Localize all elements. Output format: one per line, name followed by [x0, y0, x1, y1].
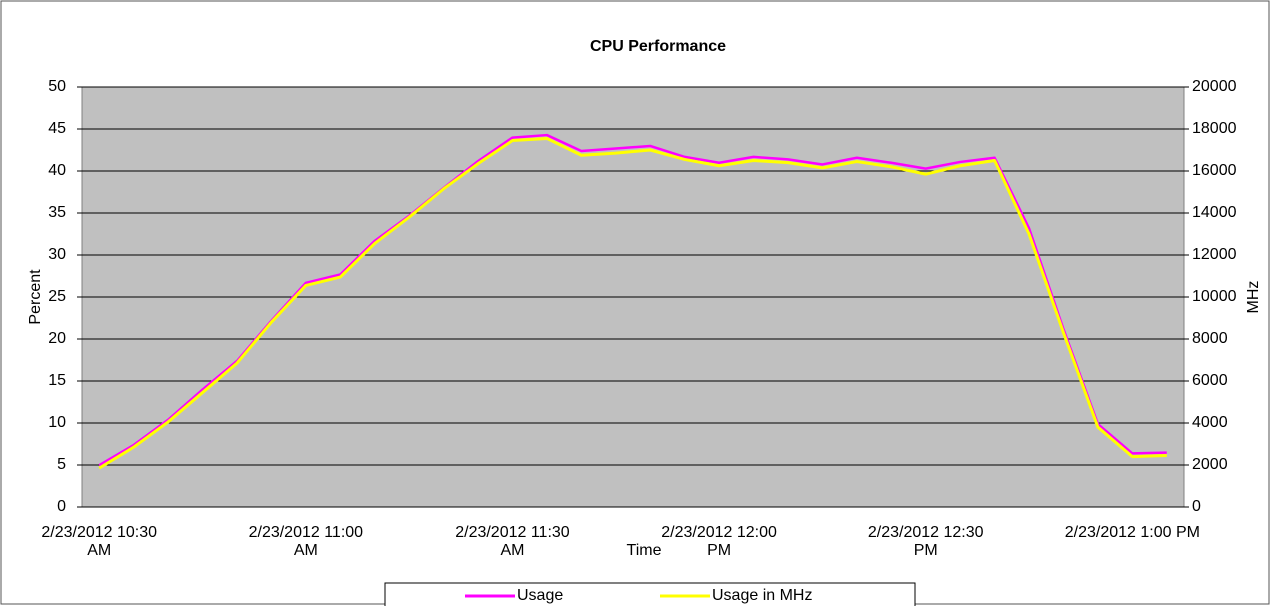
y-tick-label: 5	[57, 456, 66, 473]
y-tick-label: 45	[48, 120, 66, 137]
y-axis-label: Percent	[27, 269, 44, 325]
y2-tick-label: 20000	[1192, 78, 1237, 95]
x-tick-label: 2/23/2012 11:30 AM	[455, 524, 570, 559]
y-tick-label: 10	[48, 414, 66, 431]
y2-tick-label: 16000	[1192, 162, 1237, 179]
legend	[384, 582, 916, 606]
y2-tick-label: 6000	[1192, 372, 1228, 389]
x-tick-label: 2/23/2012 12:00 PM	[661, 524, 777, 559]
y2-tick-label: 12000	[1192, 246, 1237, 263]
y2-tick-label: 2000	[1192, 456, 1228, 473]
x-axis-label: Time	[627, 542, 662, 559]
y2-tick-label: 4000	[1192, 414, 1228, 431]
y-tick-label: 20	[48, 330, 66, 347]
y-tick-label: 0	[57, 498, 66, 515]
y2-tick-label: 10000	[1192, 288, 1237, 305]
x-tick-label: 2/23/2012 11:00 AM	[249, 524, 364, 559]
y2-tick-label: 8000	[1192, 330, 1228, 347]
y-tick-label: 50	[48, 78, 66, 95]
y-tick-label: 25	[48, 288, 66, 305]
chart-title: CPU Performance	[590, 38, 726, 55]
legend-label: Usage in MHz	[712, 587, 812, 604]
y2-axis-label: MHz	[1245, 281, 1262, 314]
y-tick-label: 35	[48, 204, 66, 221]
y-tick-label: 15	[48, 372, 66, 389]
series-line	[98, 136, 1167, 470]
x-tick-label: 2/23/2012 10:30 AM	[41, 524, 157, 559]
y-tick-label: 30	[48, 246, 66, 263]
y2-tick-label: 0	[1192, 498, 1201, 515]
y-tick-label: 40	[48, 162, 66, 179]
x-tick-label: 2/23/2012 12:30 PM	[868, 524, 984, 559]
y2-tick-label: 18000	[1192, 120, 1237, 137]
x-tick-label: 2/23/2012 1:00 PM	[1065, 524, 1200, 541]
y2-tick-label: 14000	[1192, 204, 1237, 221]
legend-label: Usage	[517, 587, 563, 604]
